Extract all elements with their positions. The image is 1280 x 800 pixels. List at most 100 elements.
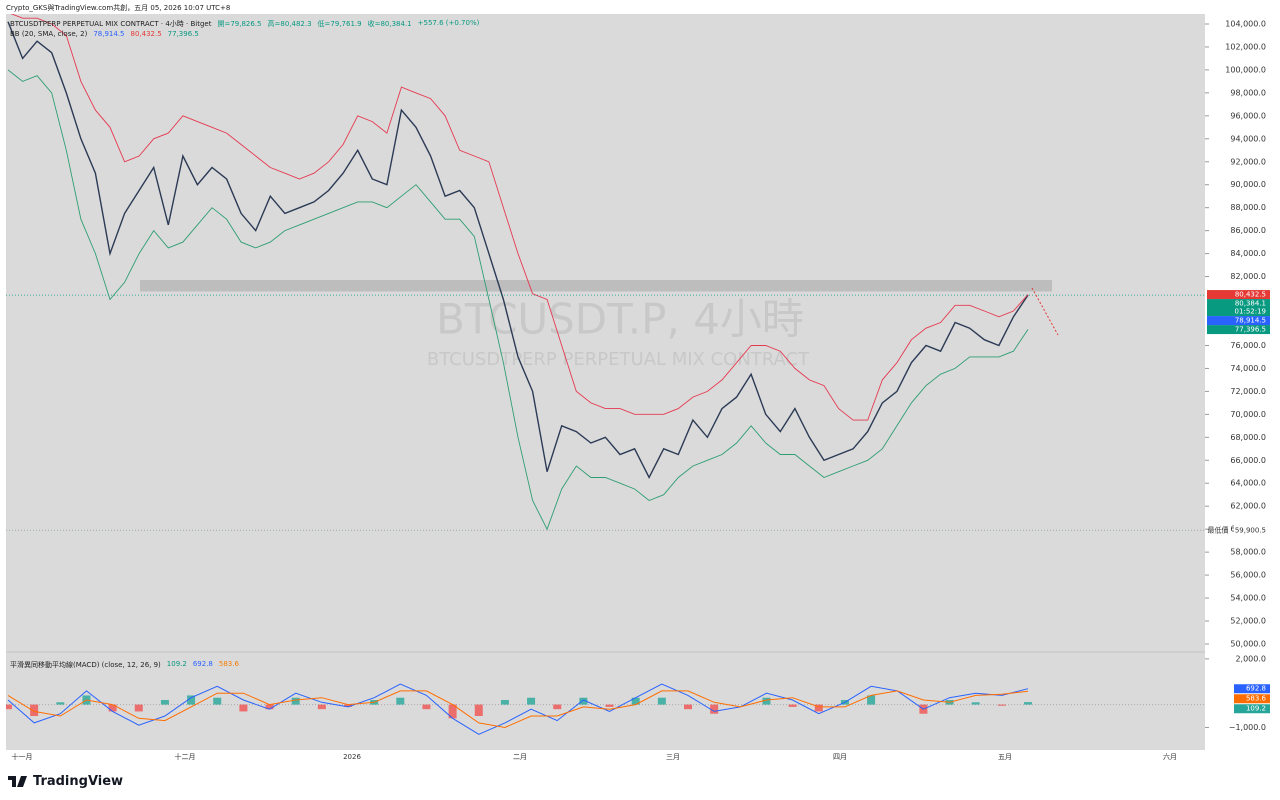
macd-value: 583.6: [218, 660, 239, 668]
y-tick-label: 94,000.0: [1230, 134, 1266, 143]
histogram-bar: [814, 704, 823, 712]
y-tick-label: 88,000.0: [1230, 203, 1266, 212]
x-tick-label: 十二月: [175, 752, 196, 761]
y-tick-label: 70,000.0: [1230, 410, 1266, 419]
y-tick-label: 54,000.0: [1230, 594, 1266, 603]
histogram-bar: [396, 697, 405, 705]
histogram-bar: [1024, 702, 1032, 705]
y-tick-label: 52,000.0: [1230, 617, 1266, 626]
histogram-bar: [108, 704, 117, 712]
macd-legend: 平滑異同移動平均線(MACD) (close, 12, 26, 9) 109.2…: [10, 660, 239, 670]
histogram-bar: [527, 697, 536, 705]
ohlc: +557.6 (+0.70%): [417, 19, 480, 27]
x-tick-label: 2026: [343, 753, 361, 761]
y-tick-label: 2,000.0: [1235, 654, 1266, 663]
y-tick-label: 84,000.0: [1230, 249, 1266, 258]
y-tick-label: 72,000.0: [1230, 387, 1266, 396]
histogram-bar: [553, 704, 562, 710]
logo: [8, 775, 27, 787]
y-tick-label: 98,000.0: [1230, 88, 1266, 97]
footer: TradingView: [8, 774, 123, 789]
macd-value: 692.8: [192, 660, 213, 668]
macd-tag-label: 109.2: [1246, 705, 1266, 713]
histogram-bar: [317, 704, 326, 710]
ohlc: 開=79,826.5: [217, 20, 262, 28]
histogram-bar: [997, 704, 1006, 706]
y-tick-label: 104,000.0: [1225, 19, 1266, 28]
macd-tag-label: 692.8: [1246, 685, 1266, 693]
series-line: [7, 69, 1029, 531]
ohlc: 收=80,384.1: [367, 20, 412, 28]
y-tick-label: 90,000.0: [1230, 180, 1266, 189]
symbol-legend: BTCUSDTPERP PERPETUAL MIX CONTRACT · 4小時…: [10, 19, 479, 29]
histogram-bar: [30, 704, 39, 717]
price-tag-label: 77,396.5: [1235, 326, 1266, 334]
y-tick-label: 66,000.0: [1230, 456, 1266, 465]
credit: Crypto_GKS與TradingView.com共創，五月 05, 2026…: [6, 3, 230, 13]
price-tag: [1207, 290, 1270, 300]
histogram-bar: [56, 702, 65, 705]
histogram-bar: [474, 704, 483, 717]
histogram-bar: [710, 704, 719, 714]
credit-text: Crypto_GKS與TradingView.com共創，五月 05, 2026…: [6, 4, 231, 12]
macd-label: 平滑異同移動平均線(MACD) (close, 12, 26, 9): [10, 661, 161, 669]
bb-label: BB (20, SMA, close, 2): [10, 30, 88, 38]
low-tag: [1234, 525, 1270, 536]
bb-value: 80,432.5: [130, 30, 162, 38]
macd-line: [7, 683, 1029, 735]
y-tick-label: 64,000.0: [1230, 479, 1266, 488]
bb-legend: BB (20, SMA, close, 2) 78,914.5 80,432.5…: [10, 30, 199, 38]
y-tick-label: 62,000.0: [1230, 502, 1266, 511]
y-tick-label: 74,000.0: [1230, 364, 1266, 373]
x-tick-label: 十一月: [12, 752, 33, 761]
histogram-bar: [187, 695, 196, 705]
symbol: BTCUSDTPERP PERPETUAL MIX CONTRACT · 4小時…: [10, 20, 212, 28]
countdown-tag: [1207, 307, 1270, 317]
histogram-bar: [134, 704, 143, 712]
x-tick-label: 四月: [833, 753, 847, 761]
x-tick-label: 五月: [998, 753, 1012, 761]
histogram-bar: [291, 697, 300, 705]
histogram-bar: [657, 697, 666, 705]
main-pane: [6, 14, 1205, 531]
brand: TradingView: [33, 774, 124, 789]
histogram-bar: [971, 702, 980, 705]
x-tick-label: 二月: [513, 753, 527, 761]
macd-tag: [1234, 704, 1270, 714]
price-tag: [1207, 299, 1270, 309]
macd-pane: [6, 683, 1205, 735]
histogram-bar: [762, 697, 771, 705]
watermark: BTCUSDT.P, 4小時: [436, 295, 804, 344]
macd-tag: [1234, 694, 1270, 704]
macd-tag: [1234, 684, 1270, 694]
ohlc: 高=80,482.3: [267, 20, 312, 28]
histogram-bar: [422, 704, 431, 710]
histogram-bar: [344, 704, 352, 707]
histogram-bar: [265, 704, 274, 710]
bb-value: 78,914.5: [93, 30, 125, 38]
y-tick-label: 86,000.0: [1230, 226, 1266, 235]
series-line: [7, 21, 1029, 480]
projection: [1031, 287, 1059, 336]
plot-background: [6, 14, 1205, 750]
macd-tag-label: 583.6: [1246, 695, 1267, 703]
price-tag: [1207, 325, 1270, 335]
bb-value: 77,396.5: [167, 30, 199, 38]
histogram-bar: [867, 695, 876, 705]
y-tick-label: 92,000.0: [1230, 157, 1266, 166]
axes: 50,000.0 52,000.0 54,000.0 56,000.0 58,000.0…: [12, 19, 1270, 761]
histogram-bar: [631, 697, 640, 705]
histogram-bar: [788, 704, 797, 707]
x-tick-label: 三月: [666, 753, 680, 761]
histogram-bar: [213, 697, 222, 705]
price-tag: [1207, 316, 1270, 326]
low-tag-label: 59,900.5: [1235, 526, 1266, 534]
low-caption: 最低價: [1208, 525, 1229, 534]
histogram-bar: [239, 704, 248, 712]
histogram-bar: [160, 700, 169, 705]
price-tag-label: 80,432.5: [1235, 291, 1266, 299]
series-line: [10, 14, 1029, 421]
macd-line: [7, 690, 1029, 729]
